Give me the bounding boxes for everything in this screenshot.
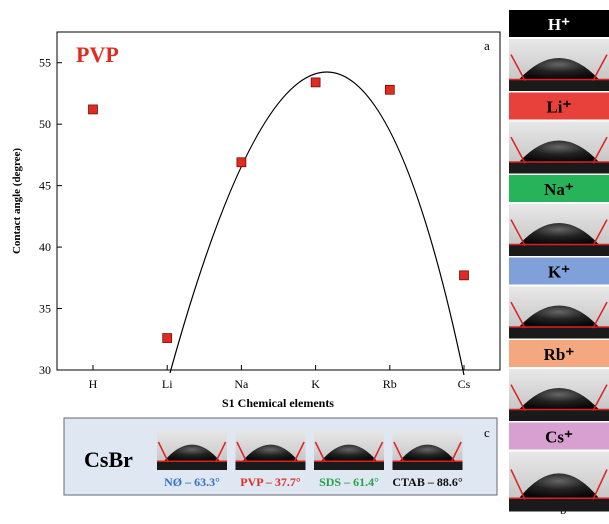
x-tick-label: K: [311, 377, 320, 391]
y-tick-label: 45: [39, 179, 51, 193]
data-point: [459, 270, 469, 281]
substrate: [392, 461, 463, 470]
panel-c-item: NØ – 63.3°: [164, 475, 220, 489]
droplet: [519, 222, 599, 245]
substrate: [509, 409, 609, 421]
droplet: [399, 444, 456, 462]
substrate: [509, 498, 609, 512]
ion-label-bg: [509, 257, 609, 285]
substrate: [157, 461, 227, 470]
x-tick-label: Na: [234, 377, 249, 391]
ion-label: K⁺: [548, 263, 570, 282]
ion-label: Na⁺: [544, 180, 574, 199]
substrate: [314, 461, 384, 470]
fit-curve: [169, 71, 465, 376]
tangent: [592, 54, 608, 81]
droplet: [519, 57, 599, 80]
data-point: [310, 77, 321, 88]
tangent: [592, 384, 608, 411]
data-point: [384, 84, 395, 95]
tangent: [592, 469, 608, 500]
tangent: [510, 384, 526, 411]
y-tick-label: 55: [39, 56, 51, 70]
droplet: [519, 473, 599, 499]
x-axis-label: S1 Chemical elements: [222, 396, 334, 410]
x-tick-label: H: [89, 377, 98, 391]
ion-label-bg: [509, 175, 609, 202]
y-tick-label: 35: [39, 302, 51, 316]
droplet: [519, 305, 599, 328]
droplet: [519, 387, 599, 410]
ion-label: Li⁺: [546, 98, 571, 117]
droplet: [519, 140, 599, 163]
tangent: [510, 301, 526, 329]
panel-c-item: SDS – 61.4°: [319, 475, 379, 489]
tangent: [236, 441, 248, 463]
tangent: [393, 441, 405, 463]
tangent: [510, 54, 526, 81]
ion-label-bg: [509, 422, 609, 450]
tangent: [215, 441, 227, 463]
tangent: [293, 441, 305, 463]
y-tick-label: 30: [39, 363, 51, 377]
x-tick-label: Cs: [458, 377, 471, 391]
ion-label: H⁺: [548, 15, 570, 34]
tangent: [372, 441, 384, 463]
tangent: [510, 469, 526, 500]
substrate: [509, 79, 609, 91]
data-point: [236, 157, 247, 168]
tangent: [592, 136, 608, 164]
y-tick-label: 50: [39, 117, 51, 131]
chart-title: PVP: [76, 42, 119, 67]
droplet: [164, 444, 220, 462]
tangent: [510, 136, 526, 164]
ion-label: Cs⁺: [545, 428, 573, 447]
ion-label-bg: [509, 92, 609, 120]
plot-frame: [56, 31, 501, 371]
panel-c-title: CsBr: [84, 447, 133, 472]
ion-label-bg: [509, 10, 609, 37]
x-tick-label: Rb: [383, 377, 397, 391]
panel-c-label: c: [484, 425, 490, 440]
tangent: [592, 219, 608, 246]
panel-label: a: [484, 38, 490, 53]
substrate: [509, 244, 609, 256]
droplet: [321, 444, 377, 462]
data-point: [162, 333, 173, 343]
y-tick-label: 40: [39, 240, 51, 254]
tangent: [450, 441, 462, 463]
y-axis-label: Contact angle (degree): [11, 148, 23, 254]
panel-c-item: PVP – 37.7°: [240, 475, 301, 489]
substrate: [235, 461, 306, 470]
data-point: [88, 104, 98, 115]
tangent: [314, 441, 326, 463]
ion-label-bg: [509, 340, 609, 367]
ion-label: Rb⁺: [544, 345, 575, 364]
substrate: [509, 162, 609, 174]
x-tick-label: Li: [162, 377, 173, 391]
panel-c-item: CTAB – 88.6°: [392, 475, 462, 489]
tangent: [592, 301, 608, 329]
tangent: [157, 441, 169, 463]
substrate: [509, 327, 609, 339]
droplet: [242, 444, 299, 462]
tangent: [510, 219, 526, 246]
